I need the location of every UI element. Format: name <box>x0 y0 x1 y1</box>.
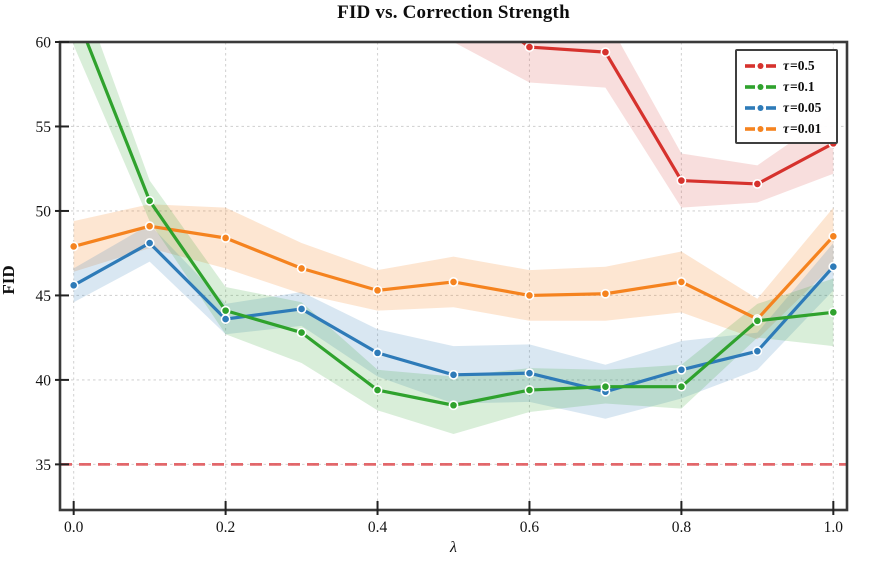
legend: τ=0.5 τ=0.1 τ=0.05 τ=0.01 <box>735 49 838 144</box>
chart-title: FID vs. Correction Strength <box>337 2 570 23</box>
band-τ=0.1 <box>73 42 834 434</box>
legend-item: τ=0.01 <box>744 119 829 138</box>
y-tick-label: 60 <box>36 35 52 52</box>
y-tick-label: 35 <box>36 457 52 474</box>
data-point-τ=0.5 <box>752 179 763 189</box>
band-τ=0.5 <box>453 42 834 208</box>
data-point-τ=0.01 <box>524 290 535 301</box>
x-axis-label: λ <box>450 539 457 556</box>
y-tick-label: 55 <box>36 119 52 136</box>
legend-line-sample <box>745 104 776 111</box>
data-point-τ=0.05 <box>524 368 535 379</box>
y-tick-label: 40 <box>36 372 52 389</box>
plot-border <box>58 40 849 512</box>
y-axis-label: FID <box>0 265 18 295</box>
x-tick-label: 0.2 <box>216 519 235 536</box>
data-point-τ=0.05 <box>676 364 687 375</box>
data-point-τ=0.05 <box>752 346 763 357</box>
legend-line-sample <box>745 62 776 69</box>
band-τ=0.05 <box>73 224 834 419</box>
data-point-τ=0.1 <box>600 381 611 392</box>
data-point-τ=0.01 <box>144 221 155 232</box>
data-point-τ=0.01 <box>828 231 839 242</box>
data-point-τ=0.5 <box>600 47 611 58</box>
x-tick-label: 0.6 <box>520 519 540 536</box>
data-point-τ=0.1 <box>372 385 383 395</box>
legend-label: τ=0.5 <box>783 57 815 73</box>
axis-ticks <box>55 41 835 515</box>
legend-line-sample <box>745 125 776 132</box>
data-point-τ=0.05 <box>144 238 155 248</box>
data-point-τ=0.05 <box>828 261 839 272</box>
data-point-τ=0.5 <box>524 42 535 52</box>
data-point-τ=0.1 <box>220 305 231 316</box>
data-point-τ=0.05 <box>372 347 383 358</box>
data-point-τ=0.01 <box>296 263 307 274</box>
data-point-τ=0.05 <box>448 369 459 380</box>
legend-label: τ=0.1 <box>783 78 815 94</box>
data-point-τ=0.01 <box>372 285 383 296</box>
data-point-τ=0.1 <box>524 385 535 395</box>
legend-item: τ=0.1 <box>744 77 829 96</box>
data-point-τ=0.1 <box>144 195 155 206</box>
x-tick-label: 0.4 <box>368 519 388 536</box>
data-point-τ=0.01 <box>676 277 687 287</box>
data-point-τ=0.01 <box>448 277 459 287</box>
data-point-τ=0.1 <box>828 307 839 318</box>
data-point-τ=0.01 <box>220 233 231 243</box>
legend-item: τ=0.05 <box>744 98 829 117</box>
legend-item: τ=0.5 <box>744 56 829 75</box>
data-point-τ=0.01 <box>68 241 79 252</box>
data-point-τ=0.1 <box>676 381 687 392</box>
tick-labels: 35 40 45 50 55 60 0.0 0.2 0.4 0.6 0.8 1.0 <box>36 35 844 537</box>
x-tick-label: 1.0 <box>824 519 844 536</box>
confidence-bands <box>73 42 834 434</box>
data-point-τ=0.1 <box>752 315 763 326</box>
data-point-τ=0.1 <box>296 327 307 338</box>
legend-label: τ=0.01 <box>783 120 822 136</box>
band-τ=0.01 <box>73 204 834 340</box>
legend-label: τ=0.05 <box>783 99 822 115</box>
y-tick-label: 50 <box>36 203 52 220</box>
data-point-τ=0.05 <box>296 304 307 314</box>
legend-line-sample <box>745 83 776 90</box>
data-point-τ=0.05 <box>68 280 79 291</box>
data-point-τ=0.1 <box>448 400 459 411</box>
data-point-τ=0.05 <box>220 314 231 324</box>
data-point-τ=0.01 <box>600 288 611 299</box>
y-tick-label: 45 <box>36 288 52 305</box>
data-point-τ=0.5 <box>676 175 687 186</box>
series-line-τ=0.5 <box>519 42 835 186</box>
x-tick-label: 0.0 <box>64 519 84 536</box>
x-tick-label: 0.8 <box>672 519 692 536</box>
